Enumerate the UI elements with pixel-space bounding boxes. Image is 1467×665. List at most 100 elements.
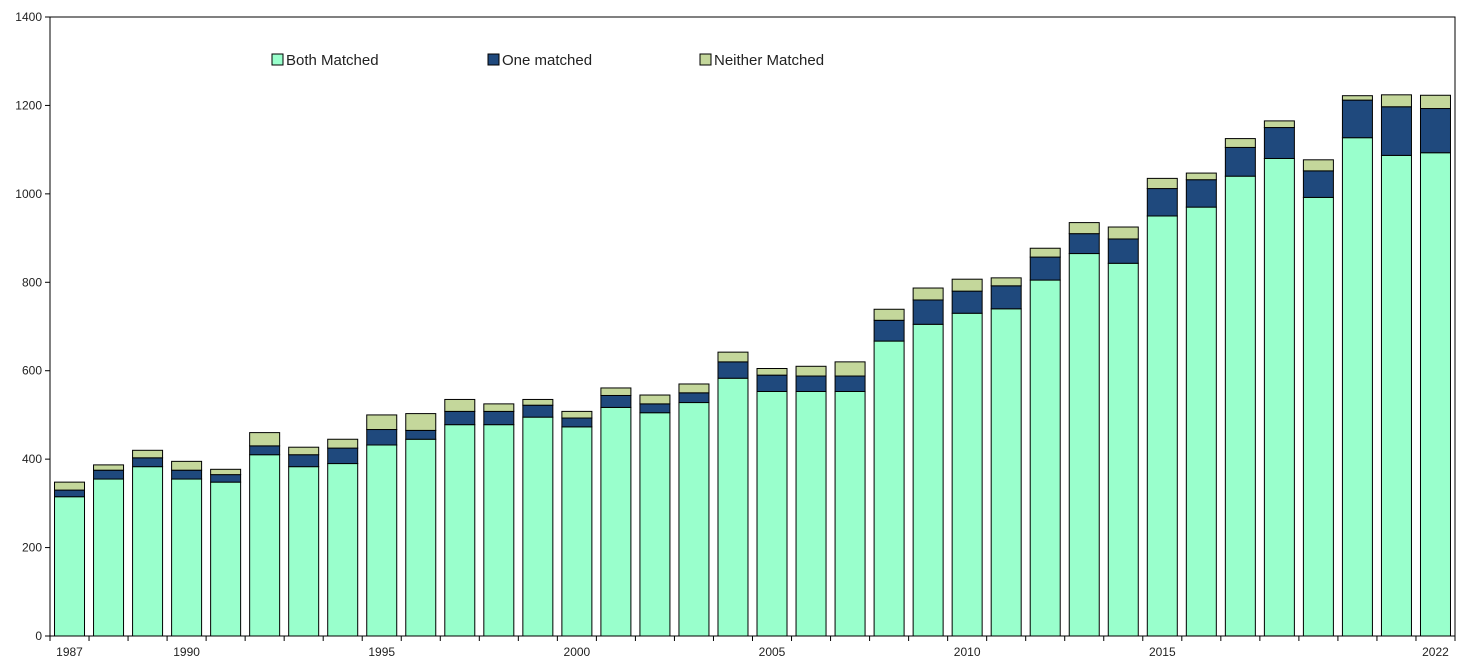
bar-segment-1993-both-matched (288, 466, 320, 637)
bar-segment-2013-both-matched (1068, 253, 1100, 637)
bar-segment-2008-neither-matched (873, 308, 905, 321)
bar-segment-1987-neither-matched (54, 481, 86, 491)
bar-segment-2013-neither-matched (1068, 222, 1100, 235)
x-tick-label-1987: 1987 (56, 645, 83, 659)
bar-segment-2020-one-matched (1341, 99, 1373, 139)
bar-segment-2006-one-matched (795, 375, 827, 392)
bar-segment-1994-both-matched (327, 463, 359, 637)
bar-segment-1989-both-matched (132, 466, 164, 637)
bar-segment-2017-one-matched (1224, 146, 1256, 177)
bar-segment-2017-neither-matched (1224, 138, 1256, 148)
x-tick-label-2005: 2005 (759, 645, 786, 659)
x-tick-label-2015: 2015 (1149, 645, 1176, 659)
bar-segment-2014-one-matched (1107, 238, 1139, 264)
bar-segment-2010-neither-matched (951, 278, 983, 292)
y-tick-label: 200 (22, 541, 42, 555)
bar-segment-1995-one-matched (366, 429, 398, 446)
bar-segment-2007-both-matched (834, 391, 866, 637)
x-tick-label-2010: 2010 (954, 645, 981, 659)
bar-segment-2020-neither-matched (1341, 95, 1373, 101)
bar-segment-2006-both-matched (795, 391, 827, 637)
bar-segment-2006-neither-matched (795, 365, 827, 377)
bar-segment-2002-neither-matched (639, 394, 671, 405)
bar-segment-1999-neither-matched (522, 398, 554, 406)
y-tick-label: 1400 (15, 10, 42, 24)
bar-segment-2002-one-matched (639, 403, 671, 414)
bar-segment-1991-one-matched (210, 474, 242, 483)
bar-segment-1992-both-matched (249, 454, 281, 637)
bar-segment-2018-both-matched (1263, 157, 1295, 637)
bar-segment-1989-one-matched (132, 457, 164, 468)
bar-segment-1998-both-matched (483, 424, 515, 637)
axes-layer: 0 200 400 600 800 1000 1200 1400 1987 1990 1995 200… (15, 10, 1456, 659)
bar-segment-1988-neither-matched (93, 464, 125, 471)
bar-segment-1997-one-matched (444, 410, 476, 426)
bar-segment-2019-one-matched (1302, 170, 1334, 198)
bar-segment-2008-one-matched (873, 319, 905, 342)
bar-segment-2010-both-matched (951, 312, 983, 637)
bar-segment-2015-one-matched (1146, 188, 1178, 217)
legend-swatch-both-matched (271, 53, 284, 66)
bar-segment-2004-neither-matched (717, 351, 749, 363)
bar-segment-1996-both-matched (405, 438, 437, 637)
bar-segment-2020-both-matched (1341, 137, 1373, 637)
y-tick-label: 1000 (15, 187, 42, 201)
bar-segment-1988-both-matched (93, 478, 125, 637)
bar-segment-2001-neither-matched (600, 387, 632, 396)
bar-segment-1997-both-matched (444, 424, 476, 637)
bar-segment-1998-one-matched (483, 410, 515, 426)
bar-segment-2011-neither-matched (990, 277, 1022, 287)
x-tick-label-1995: 1995 (368, 645, 395, 659)
bar-segment-1992-neither-matched (249, 432, 281, 447)
bar-segment-2000-neither-matched (561, 410, 593, 419)
y-tick-label: 400 (22, 452, 42, 466)
bar-segment-1991-neither-matched (210, 468, 242, 476)
bar-segment-2018-one-matched (1263, 127, 1295, 159)
bar-segment-2001-both-matched (600, 406, 632, 637)
bar-segment-2008-both-matched (873, 340, 905, 637)
bar-segment-1999-one-matched (522, 404, 554, 418)
bar-segment-2000-one-matched (561, 417, 593, 428)
bar-segment-1987-both-matched (54, 496, 86, 637)
bar-segment-2012-neither-matched (1029, 247, 1061, 258)
bar-segment-2011-both-matched (990, 308, 1022, 637)
legend-swatch-neither-matched (699, 53, 712, 66)
y-tick-label: 600 (22, 364, 42, 378)
bar-segment-1997-neither-matched (444, 398, 476, 412)
bar-segment-1995-both-matched (366, 444, 398, 637)
bar-segment-1990-one-matched (171, 469, 203, 480)
bar-segment-2017-both-matched (1224, 175, 1256, 637)
bar-segment-1993-neither-matched (288, 446, 320, 456)
bar-segment-1988-one-matched (93, 469, 125, 480)
bar-segment-1990-both-matched (171, 478, 203, 637)
bar-segment-2022-both-matched (1419, 152, 1451, 637)
bar-segment-2016-one-matched (1185, 179, 1217, 208)
x-tick-label-2000: 2000 (564, 645, 591, 659)
bar-segment-2018-neither-matched (1263, 120, 1295, 129)
bar-segment-2014-both-matched (1107, 262, 1139, 637)
bar-segment-1995-neither-matched (366, 414, 398, 431)
bar-segment-2002-both-matched (639, 412, 671, 637)
bar-segment-2021-neither-matched (1380, 94, 1412, 108)
bar-segment-2010-one-matched (951, 290, 983, 314)
bars-layer (54, 94, 1451, 637)
legend-label-both-matched: Both Matched (286, 52, 379, 69)
legend: Both Matched One matched Neither Matched (271, 52, 824, 69)
bar-segment-1990-neither-matched (171, 460, 203, 471)
legend-label-one-matched: One matched (502, 52, 592, 69)
y-tick-label: 0 (35, 629, 42, 643)
bar-segment-2005-one-matched (756, 374, 788, 393)
y-tick-label: 800 (22, 275, 42, 289)
bar-segment-2015-both-matched (1146, 215, 1178, 637)
bar-segment-1994-one-matched (327, 447, 359, 465)
bar-segment-2003-one-matched (678, 392, 710, 404)
x-tick-label-2022: 2022 (1422, 645, 1449, 659)
bar-segment-2001-one-matched (600, 394, 632, 408)
bar-segment-1987-one-matched (54, 489, 86, 498)
bar-segment-1993-one-matched (288, 454, 320, 468)
bar-segment-2004-both-matched (717, 377, 749, 637)
bar-segment-2007-one-matched (834, 375, 866, 392)
bar-segment-2005-neither-matched (756, 368, 788, 376)
bar-segment-1991-both-matched (210, 481, 242, 637)
